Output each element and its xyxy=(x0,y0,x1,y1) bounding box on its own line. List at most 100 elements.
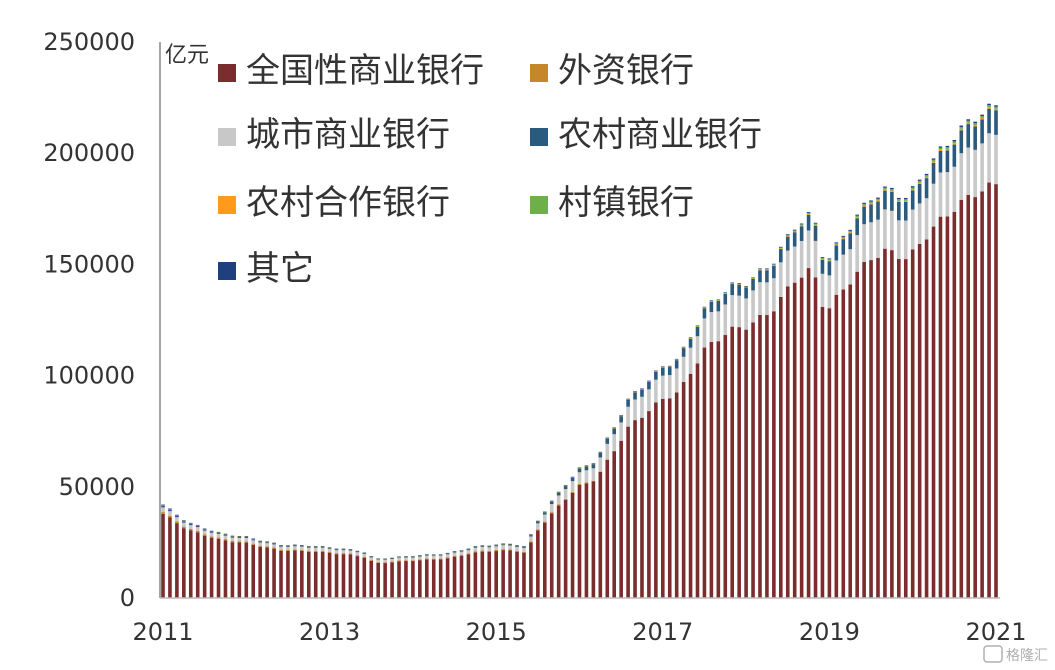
bar-segment xyxy=(688,338,693,348)
bar-segment xyxy=(702,318,707,348)
bar xyxy=(799,223,804,598)
bar xyxy=(987,103,991,599)
bar-segment xyxy=(945,147,950,150)
bar xyxy=(598,451,603,598)
bar-segment xyxy=(779,249,783,263)
bar-segment xyxy=(910,209,915,250)
bar xyxy=(619,415,623,598)
bar xyxy=(827,258,832,598)
legend-item: 其它 xyxy=(218,249,314,289)
bar xyxy=(973,121,977,598)
bar xyxy=(362,552,367,598)
bar-segment xyxy=(661,366,665,368)
bar-segment xyxy=(404,556,408,558)
bar-segment xyxy=(674,359,679,360)
bar-segment xyxy=(688,373,693,598)
bar-segment xyxy=(647,380,651,382)
bar-segment xyxy=(494,551,498,598)
bar xyxy=(883,186,887,598)
bar-segment xyxy=(737,327,741,598)
bar-segment xyxy=(952,144,957,167)
bar-segment xyxy=(306,551,311,598)
bar xyxy=(612,427,617,598)
bar-segment xyxy=(862,203,866,206)
bar-segment xyxy=(890,189,894,191)
bar-segment xyxy=(584,466,589,471)
bar-segment xyxy=(251,543,256,545)
bar-segment xyxy=(938,172,943,217)
bar-segment xyxy=(737,283,741,285)
bar-segment xyxy=(424,559,429,598)
bar-segment xyxy=(577,468,582,469)
bar-segment xyxy=(959,130,964,154)
bar-segment xyxy=(841,236,846,239)
bar-segment xyxy=(792,282,797,598)
bar-segment xyxy=(792,246,797,283)
bar-segment xyxy=(785,286,790,598)
bar-segment xyxy=(202,529,207,530)
bar-segment xyxy=(515,550,519,552)
bar-segment xyxy=(487,551,492,598)
bar-segment xyxy=(883,190,887,210)
legend-swatch xyxy=(530,128,548,146)
bar-segment xyxy=(792,232,797,247)
bar xyxy=(411,556,415,598)
bar-segment xyxy=(244,536,249,538)
bar-segment xyxy=(612,428,617,429)
bar-segment xyxy=(216,533,221,538)
bar-segment xyxy=(640,396,644,418)
bar-segment xyxy=(862,224,866,262)
bar xyxy=(529,534,533,598)
bar xyxy=(688,337,693,598)
bar-segment xyxy=(695,326,700,327)
bar-segment xyxy=(952,140,957,142)
bar-segment xyxy=(515,546,519,551)
bar-segment xyxy=(223,535,228,540)
bar-segment xyxy=(709,301,714,302)
bar-segment xyxy=(667,398,672,598)
bar-segment xyxy=(820,258,825,260)
bar-segment xyxy=(709,341,714,598)
bar xyxy=(758,268,762,598)
bar xyxy=(404,556,408,598)
bar-segment xyxy=(279,545,283,547)
bar xyxy=(424,554,429,598)
bar-segment xyxy=(459,551,464,556)
bar-segment xyxy=(341,550,346,554)
bar-segment xyxy=(667,366,672,368)
bar-segment xyxy=(536,520,540,522)
bar-segment xyxy=(931,162,936,184)
x-tick-labels: 2011 2013 2015 2017 2019 2021 xyxy=(132,618,1026,646)
bar-segment xyxy=(376,558,380,560)
bar-segment xyxy=(799,277,804,598)
bar-segment xyxy=(626,426,630,598)
bar-segment xyxy=(383,558,387,560)
bar-segment xyxy=(723,293,728,305)
bar-segment xyxy=(994,108,998,111)
legend-item: 城市商业银行 xyxy=(218,115,450,155)
bar-segment xyxy=(584,465,589,466)
bar-segment xyxy=(730,283,735,285)
bar xyxy=(931,158,936,598)
bar-segment xyxy=(772,264,776,266)
bar-segment xyxy=(779,246,783,248)
bar-segment xyxy=(640,388,644,389)
bar-segment xyxy=(772,311,776,598)
bar-segment xyxy=(903,197,908,200)
bar-segment xyxy=(383,559,387,563)
bar-segment xyxy=(251,539,256,541)
bar-segment xyxy=(605,459,610,460)
bar-segment xyxy=(952,143,957,145)
bar-segment xyxy=(723,293,728,294)
legend-label: 农村商业银行 xyxy=(558,115,762,155)
bar-segment xyxy=(549,501,554,502)
bar-segment xyxy=(779,262,783,297)
bar-segment xyxy=(168,508,172,510)
bar-segment xyxy=(966,124,971,148)
bar-segment xyxy=(674,359,679,361)
bar-segment xyxy=(959,153,964,200)
bar-segment xyxy=(737,284,741,296)
bar-segment xyxy=(758,282,762,315)
bar-segment xyxy=(230,542,235,598)
bar-segment xyxy=(903,199,908,201)
